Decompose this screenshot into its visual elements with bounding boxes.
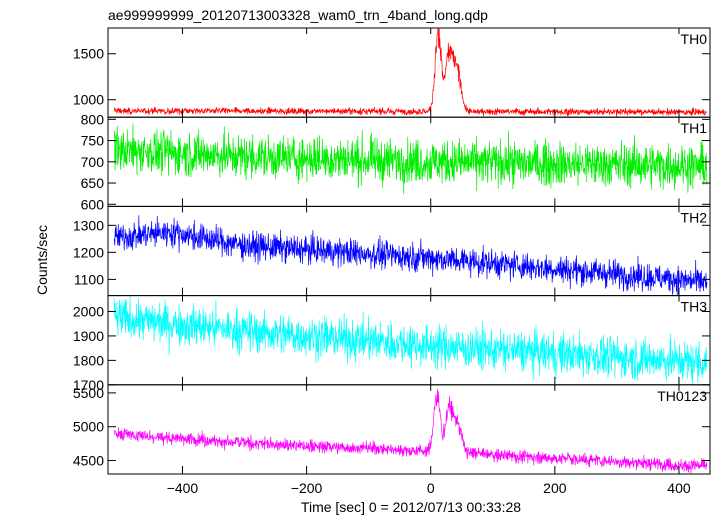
panel-label: TH3 [681, 299, 708, 315]
y-tick-label: 600 [81, 196, 105, 212]
y-tick-label: 1200 [73, 244, 104, 260]
x-tick-label: 0 [427, 480, 435, 496]
series-th3 [113, 296, 708, 384]
panel-th3: 1700 1800 1900 2000 TH3 [73, 295, 711, 393]
series-th2 [113, 215, 708, 296]
chart-title: ae999999999_20120713003328_wam0_trn_4ban… [108, 7, 488, 23]
x-tick-label: 400 [667, 480, 691, 496]
series-th0123 [113, 388, 708, 474]
y-tick-label: 700 [81, 154, 105, 170]
y-tick-label: 1900 [73, 328, 104, 344]
x-tick-label: 200 [543, 480, 567, 496]
series-th1 [113, 123, 708, 195]
y-tick-label: 1100 [74, 271, 104, 287]
x-tick-label: −200 [291, 480, 323, 496]
y-tick-label: 5500 [73, 385, 104, 401]
y-tick-label: 1000 [73, 92, 104, 108]
panel-th0: 1000 1500 TH0 [73, 27, 711, 118]
y-tick-label: 1500 [73, 46, 104, 62]
y-tick-label: 2000 [73, 303, 104, 319]
x-axis-label: Time [sec] 0 = 2012/07/13 00:33:28 [301, 499, 521, 515]
y-tick-label: 1800 [73, 352, 104, 368]
y-tick-label: 800 [81, 111, 105, 127]
x-axis: −400 −200 0 200 400 [167, 480, 691, 496]
panel-frame [107, 384, 711, 475]
y-tick-label: 750 [81, 133, 105, 149]
panel-th1: 600 650 700 750 800 TH1 [81, 111, 711, 212]
panel-frame [107, 27, 711, 118]
panel-label: TH2 [681, 209, 708, 225]
panel-label: TH1 [681, 120, 708, 136]
panel-th2: 1100 1200 1300 TH2 [73, 205, 711, 297]
y-tick-label: 1300 [73, 217, 104, 233]
y-tick-label: 5000 [73, 419, 104, 435]
panel-label: TH0 [681, 31, 708, 47]
y-tick-label: 650 [81, 175, 105, 191]
series-th0 [113, 28, 708, 117]
panel-th0123: 4500 5000 5500 TH0123 [73, 384, 711, 475]
panels: 1000 1500 TH0 600 650 700 750 800 TH1 1100 1200 130… [73, 27, 711, 475]
x-tick-label: −400 [167, 480, 199, 496]
y-axis-label: Counts/sec [34, 225, 50, 295]
y-tick-label: 1700 [73, 377, 104, 393]
y-tick-label: 4500 [73, 452, 104, 468]
panel-label: TH0123 [657, 388, 707, 404]
